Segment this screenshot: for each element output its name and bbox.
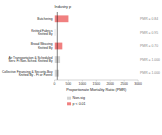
pmr-label: PMR = 0.70 [140, 44, 158, 48]
category-label-line: Serv. Ft Non-Sched. Knitted By [8, 59, 52, 63]
category-label-line: Knitted By [38, 32, 53, 36]
reference-line [57, 12, 58, 80]
legend-label: p < 0.01 [73, 102, 86, 106]
pmr-label: PMR = 1.000 [140, 58, 160, 62]
x-tick-label: 1500 [93, 82, 101, 86]
bar [55, 15, 69, 22]
bar [55, 29, 56, 36]
category-label: Broad WeavingKnitted By [31, 42, 53, 49]
x-tick-label: 0 [54, 82, 56, 86]
category-label: Knitted FabricsKnitted By [31, 29, 53, 36]
bar [55, 43, 63, 50]
y-axis-title: Industry p [55, 5, 72, 9]
category-label: Air Transportation & ScheduledServ. Ft N… [8, 56, 53, 63]
pmr-label: PMR = 0.95 [140, 31, 158, 35]
chart: Industry p Butchering Knitted FabricsKnitt… [0, 0, 162, 135]
legend-label: Non-sig [73, 96, 85, 100]
legend-swatch [67, 97, 71, 100]
category-label: Collective Financing & Security-BuyKnitt… [2, 70, 53, 77]
category-label-line: Knitted By - Ft or Forest [19, 73, 53, 77]
category-label-line: Butchering [37, 17, 52, 21]
bar [55, 70, 59, 77]
legend-swatch [67, 102, 71, 105]
x-tick-label: 500 [66, 82, 72, 86]
x-axis-line [55, 80, 139, 81]
category-label: Butchering [37, 17, 52, 21]
x-tick-label: 2000 [106, 82, 114, 86]
pmr-label: PMR = 0.84 [140, 17, 158, 21]
x-axis-title: Proportionate Mortality Ratio (PMR) [66, 88, 127, 92]
pmr-label: PMR = 1.000 [140, 71, 160, 75]
x-tick-label: 1000 [79, 82, 87, 86]
legend: Non-sig p < 0.01 [67, 96, 86, 106]
x-tick-label: 3000 [134, 82, 142, 86]
category-label-line: Knitted By [38, 46, 53, 50]
bars [55, 12, 69, 80]
x-tick-label: 2500 [120, 82, 128, 86]
